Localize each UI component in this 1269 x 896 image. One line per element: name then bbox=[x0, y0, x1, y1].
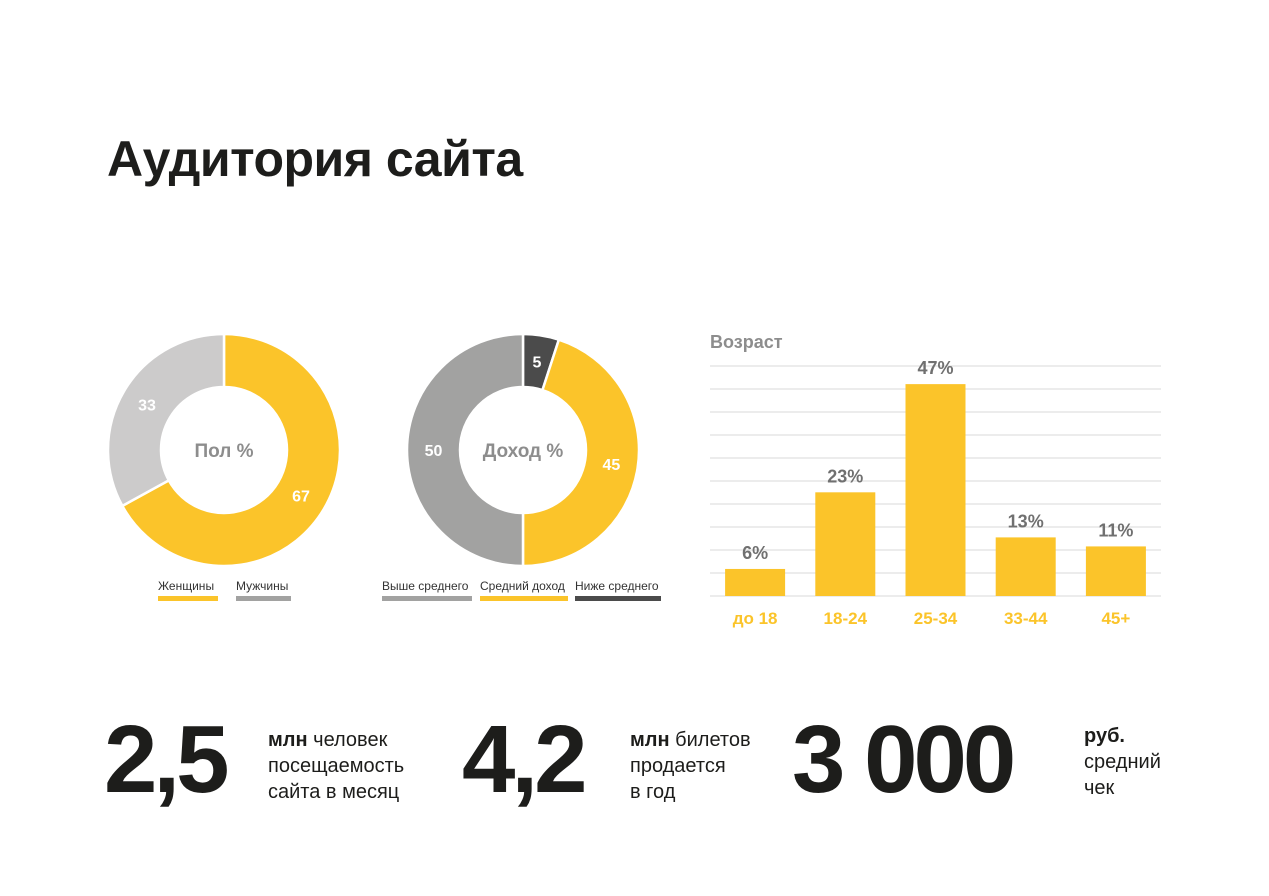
donut-slice-мужчины bbox=[106, 332, 226, 508]
stat-average-check-unit: руб. bbox=[1084, 725, 1125, 747]
legend-label-женщины: Женщины bbox=[158, 579, 215, 593]
stat-visitors-line3: сайта в месяц bbox=[268, 781, 400, 803]
bar-45 bbox=[1085, 546, 1146, 596]
bar-25-34 bbox=[905, 384, 966, 596]
bar-chart-title: Возраст bbox=[710, 332, 783, 352]
stat-average-check-number: 3 000 bbox=[792, 706, 1016, 813]
bar-18-24 bbox=[815, 492, 876, 596]
income-donut-chart: 5 45 50 Доход % bbox=[405, 332, 641, 568]
bar-до-18 bbox=[725, 568, 786, 596]
page-title: Аудитория сайта bbox=[107, 131, 523, 187]
legend-label-выше-среднего: Выше среднего bbox=[382, 579, 469, 593]
legend-label-средний-доход: Средний доход bbox=[480, 579, 565, 593]
legend-swatch-средний-доход bbox=[480, 596, 568, 601]
stat-visitors-unit: млн bbox=[268, 729, 308, 751]
donut-slice-выше-среднего bbox=[405, 332, 525, 568]
donut-value-label: 50 bbox=[425, 443, 443, 460]
stat-tickets-text: млн билетов продается в год bbox=[630, 727, 751, 805]
bar-category-label: до 18 bbox=[733, 609, 778, 628]
donut-slice-средний-доход bbox=[521, 338, 641, 568]
bar-value-label: 11% bbox=[1098, 520, 1133, 540]
donut-value-label: 45 bbox=[602, 457, 620, 474]
stat-visitors-number: 2,5 bbox=[104, 706, 229, 813]
stat-average-check-line3: чек bbox=[1084, 777, 1115, 799]
stat-tickets-unit: млн bbox=[630, 729, 670, 751]
bar-33-44 bbox=[995, 537, 1056, 596]
gender-donut-chart: 67 33 Пол % bbox=[106, 332, 342, 568]
bar-category-label: 18-24 bbox=[824, 609, 868, 628]
legend-swatch-выше-среднего bbox=[382, 596, 472, 601]
stat-visitors-line2: посещаемость bbox=[268, 755, 405, 777]
legend-label-ниже-среднего: Ниже среднего bbox=[575, 579, 659, 593]
stat-visitors-text: млн человек посещаемость сайта в месяц bbox=[268, 727, 404, 805]
stat-visitors-line1: человек bbox=[313, 729, 388, 751]
bar-value-label: 23% bbox=[827, 466, 863, 486]
legend-swatch-мужчины bbox=[236, 596, 291, 601]
legend-swatch-ниже-среднего bbox=[575, 596, 661, 601]
donut-center-title: Пол % bbox=[194, 441, 253, 462]
legend-swatch-женщины bbox=[158, 596, 218, 601]
income-legend: Выше среднего Средний доход Ниже среднего bbox=[382, 579, 667, 603]
donut-value-label: 67 bbox=[292, 489, 310, 506]
stat-tickets-number: 4,2 bbox=[462, 706, 587, 813]
stat-tickets-line2: продается bbox=[630, 755, 726, 777]
stat-average-check-text: руб. средний чек bbox=[1084, 723, 1161, 801]
gender-legend: Женщины Мужчины bbox=[158, 579, 298, 603]
bar-value-label: 13% bbox=[1008, 511, 1044, 531]
stat-tickets-line1: билетов bbox=[675, 729, 751, 751]
donut-value-label: 5 bbox=[533, 355, 542, 372]
donut-center-title: Доход % bbox=[483, 441, 564, 462]
bar-category-label: 33-44 bbox=[1004, 609, 1048, 628]
bar-category-label: 25-34 bbox=[914, 609, 958, 628]
bar-value-label: 47% bbox=[917, 358, 953, 378]
bar-category-label: 45+ bbox=[1101, 609, 1130, 628]
stat-tickets-line3: в год bbox=[630, 781, 676, 803]
donut-slice-женщины bbox=[120, 332, 342, 568]
bar-value-label: 6% bbox=[742, 543, 768, 563]
legend-label-мужчины: Мужчины bbox=[236, 579, 289, 593]
stat-average-check-line2: средний bbox=[1084, 751, 1161, 773]
age-bar-chart: Возраст 6% до 18 23% 18-24 47% 25-34 13% 33-44 11… bbox=[710, 332, 1161, 628]
donut-value-label: 33 bbox=[138, 397, 156, 414]
